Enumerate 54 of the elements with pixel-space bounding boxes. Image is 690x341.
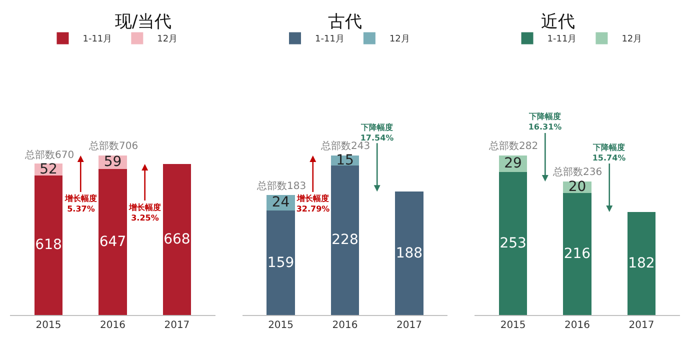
x-tick-label: 2016 (564, 320, 590, 331)
chart-title: 近代 (541, 12, 575, 32)
legend-label: 12月 (389, 34, 410, 45)
bar (162, 164, 192, 315)
bar (34, 175, 63, 315)
data-label: 182 (628, 256, 655, 272)
bar (627, 212, 656, 315)
chart-title: 古代 (328, 12, 362, 32)
x-tick-label: 2017 (164, 320, 190, 331)
data-label: 29 (504, 156, 522, 172)
annotation: 总部数706 (88, 140, 138, 152)
data-label: 59 (104, 154, 122, 170)
annotation: 总部数183 (256, 180, 306, 192)
data-label: 647 (99, 234, 126, 250)
bar (330, 165, 360, 315)
x-tick-label: 2017 (396, 320, 422, 331)
data-label: 20 (568, 179, 586, 196)
annotation: 下降幅度 15.74% (592, 142, 626, 162)
bar (266, 210, 295, 315)
x-tick-label: 2015 (36, 320, 62, 331)
bar (98, 168, 127, 315)
legend-label: 1-11月 (82, 34, 112, 45)
data-label: 668 (164, 232, 190, 248)
annotation: 增长幅度 32.79% (296, 193, 330, 214)
data-label: 15 (336, 152, 354, 168)
annotation: 总部数670 (24, 149, 74, 161)
data-label: 188 (396, 245, 423, 262)
legend-label: 1-11月 (547, 34, 577, 45)
bar (498, 172, 528, 315)
annotation: 总部数282 (488, 140, 538, 152)
data-label: 216 (564, 246, 591, 262)
text: 下降幅度 17.54% (360, 122, 394, 142)
annotation: 总部数236 (552, 166, 602, 178)
annotation: 增长幅度 3.25% (128, 202, 161, 222)
legend-label: 12月 (622, 34, 642, 45)
annotation: 总部数243 (320, 140, 370, 152)
data-label: 52 (40, 161, 58, 178)
x-tick-label: 2016 (100, 320, 126, 331)
text: 下降幅度 16.31% (528, 111, 562, 132)
x-tick-label: 2015 (268, 320, 294, 331)
data-label: 159 (267, 254, 294, 271)
chart-title: 现/当代 (115, 12, 172, 32)
data-label: 618 (35, 237, 62, 254)
x-tick-label: 2015 (500, 320, 526, 331)
data-label: 24 (272, 194, 290, 211)
legend-label: 12月 (157, 34, 178, 45)
x-tick-label: 2016 (332, 320, 358, 331)
x-tick-label: 2017 (628, 320, 654, 331)
bar (563, 192, 592, 315)
bar (395, 192, 424, 315)
annotation: 增长幅度 5.37% (64, 193, 97, 214)
data-label: 228 (332, 232, 358, 248)
data-label: 253 (500, 235, 526, 252)
legend-label: 1-11月 (315, 34, 344, 45)
